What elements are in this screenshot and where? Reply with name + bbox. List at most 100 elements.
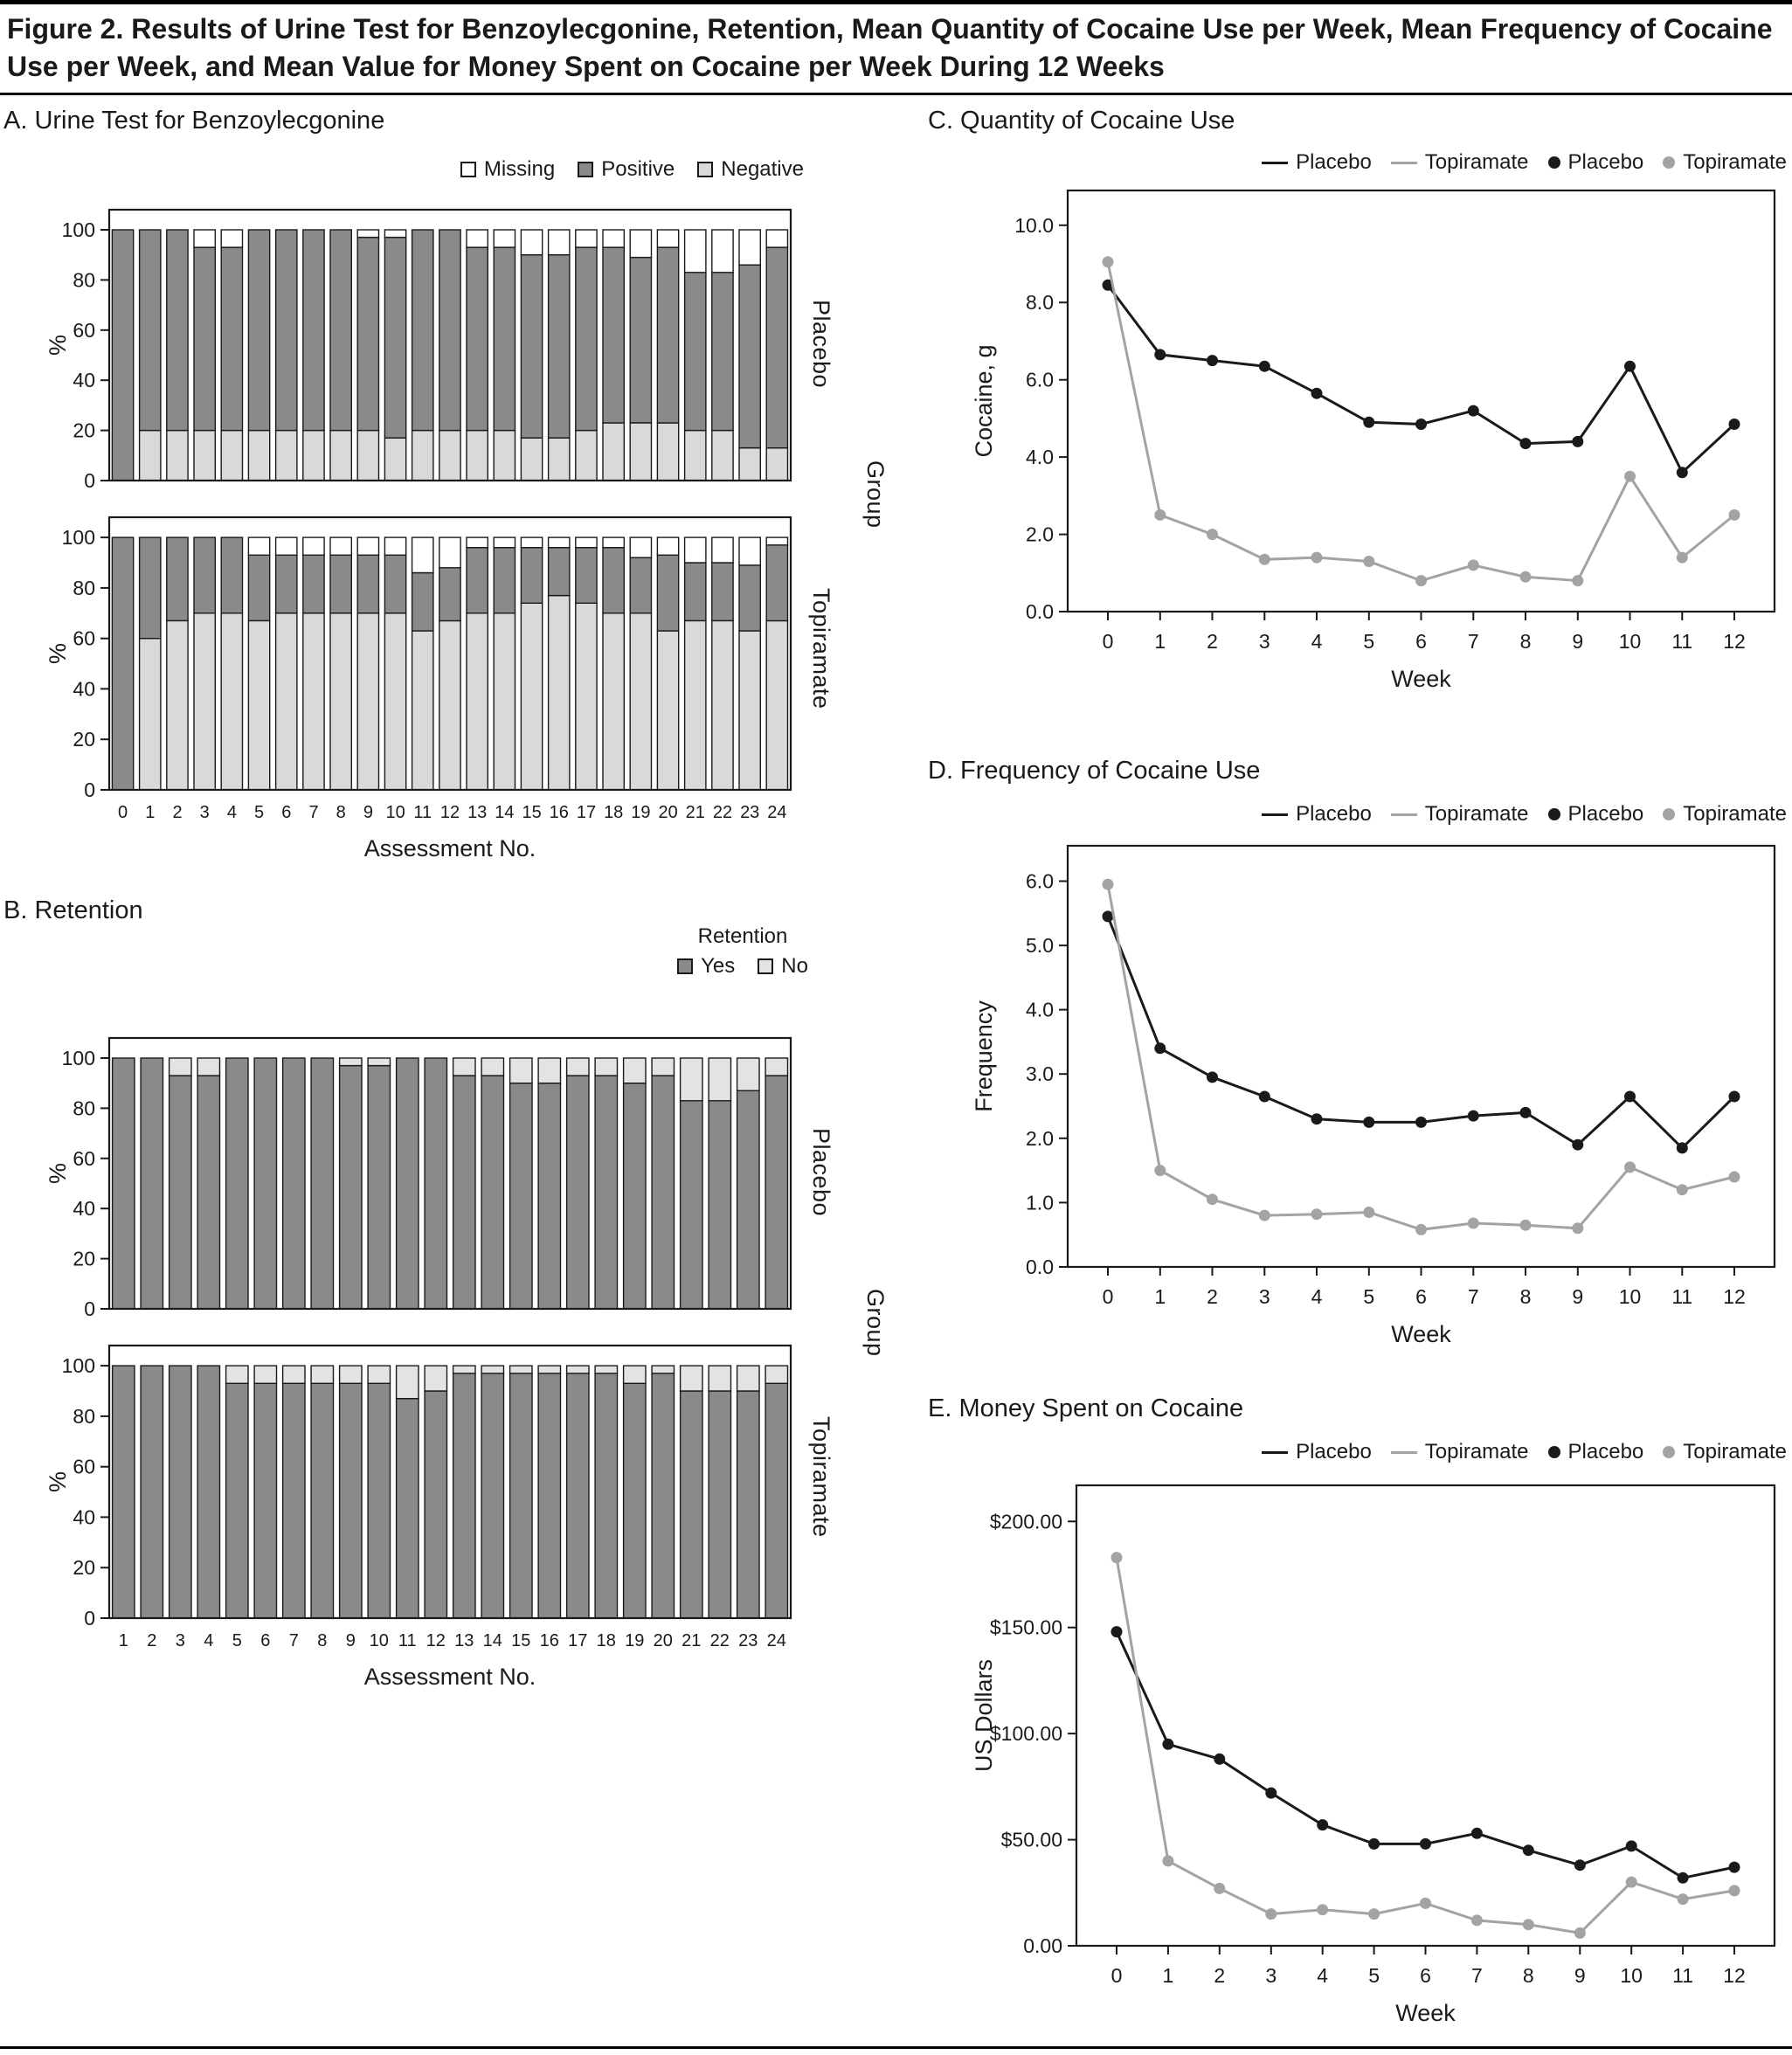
svg-text:Week: Week bbox=[1391, 1321, 1451, 1347]
svg-text:60: 60 bbox=[73, 1147, 95, 1170]
svg-text:8: 8 bbox=[1523, 1964, 1534, 1987]
svg-text:24: 24 bbox=[767, 1631, 786, 1650]
svg-text:5.0: 5.0 bbox=[1026, 934, 1054, 957]
svg-text:6.0: 6.0 bbox=[1026, 369, 1054, 391]
svg-text:2.0: 2.0 bbox=[1026, 523, 1054, 546]
svg-text:24: 24 bbox=[767, 803, 786, 822]
panel-b-legend: Yes No bbox=[612, 954, 874, 979]
panel-b-topiramate-label: Topiramate bbox=[808, 1416, 834, 1538]
negative-swatch-icon bbox=[697, 162, 714, 177]
svg-text:$100.00: $100.00 bbox=[990, 1722, 1062, 1745]
svg-text:4: 4 bbox=[1317, 1964, 1328, 1987]
svg-text:Assessment No.: Assessment No. bbox=[364, 835, 536, 861]
svg-text:0: 0 bbox=[84, 469, 95, 489]
panel-b-legend-title: Retention bbox=[697, 924, 788, 948]
svg-text:20: 20 bbox=[73, 1556, 95, 1579]
legend-label: Topiramate bbox=[1424, 802, 1529, 826]
legend-label: Placebo bbox=[1567, 802, 1644, 826]
placebo-line-swatch-icon bbox=[1262, 161, 1289, 164]
svg-text:12: 12 bbox=[426, 1631, 446, 1650]
svg-text:20: 20 bbox=[73, 728, 95, 751]
panel-e-legend: Placebo Topiramate Placebo Topiramate bbox=[1088, 1440, 1787, 1464]
svg-text:10: 10 bbox=[1620, 1964, 1643, 1987]
topiramate-dot-swatch-icon bbox=[1663, 156, 1676, 169]
legend-label-no: No bbox=[781, 954, 808, 978]
legend-label: Topiramate bbox=[1683, 150, 1787, 174]
title-underline-rule bbox=[0, 93, 1792, 95]
svg-text:100: 100 bbox=[62, 218, 95, 241]
svg-text:5: 5 bbox=[1368, 1964, 1380, 1987]
figure-title: Figure 2. Results of Urine Test for Benz… bbox=[7, 13, 1773, 82]
svg-text:1: 1 bbox=[1154, 630, 1166, 653]
svg-text:$150.00: $150.00 bbox=[990, 1616, 1062, 1639]
money-svg: 0.00 $50.00 $100.00 $150.00 $200.00 US Dollar… bbox=[971, 1484, 1776, 2026]
legend-label: Placebo bbox=[1567, 1440, 1644, 1463]
legend-label: Topiramate bbox=[1683, 1440, 1787, 1463]
legend-item-placebo-marker: Placebo bbox=[1547, 1440, 1644, 1464]
placebo-dot-swatch-icon bbox=[1547, 808, 1560, 820]
legend-item-topiramate-line: Topiramate bbox=[1390, 1440, 1529, 1464]
svg-text:9: 9 bbox=[363, 803, 373, 822]
svg-text:%: % bbox=[45, 643, 71, 664]
svg-text:7: 7 bbox=[1471, 1964, 1483, 1987]
legend-item-placebo-marker: Placebo bbox=[1547, 802, 1644, 827]
svg-text:23: 23 bbox=[738, 1631, 758, 1650]
svg-text:40: 40 bbox=[73, 1505, 95, 1528]
svg-text:4.0: 4.0 bbox=[1026, 999, 1054, 1021]
svg-text:15: 15 bbox=[511, 1631, 530, 1650]
svg-text:0: 0 bbox=[118, 803, 128, 822]
svg-text:11: 11 bbox=[1672, 1964, 1693, 1987]
svg-text:2: 2 bbox=[1207, 1285, 1218, 1308]
svg-text:Cocaine, g: Cocaine, g bbox=[971, 344, 997, 457]
svg-text:$50.00: $50.00 bbox=[1001, 1829, 1062, 1851]
placebo-dot-swatch-icon bbox=[1547, 156, 1560, 169]
svg-text:%: % bbox=[45, 335, 71, 356]
svg-text:11: 11 bbox=[1671, 630, 1692, 653]
svg-text:12: 12 bbox=[440, 803, 460, 822]
topiramate-line-swatch-icon bbox=[1390, 1450, 1417, 1454]
legend-label-negative: Negative bbox=[721, 157, 804, 181]
svg-text:15: 15 bbox=[522, 803, 541, 822]
topiramate-dot-swatch-icon bbox=[1663, 808, 1676, 820]
legend-label: Placebo bbox=[1567, 150, 1644, 174]
svg-text:20: 20 bbox=[658, 803, 677, 822]
svg-text:3: 3 bbox=[200, 803, 210, 822]
legend-item-placebo-line: Placebo bbox=[1262, 150, 1372, 175]
svg-text:9: 9 bbox=[1574, 1964, 1586, 1987]
svg-text:0.0: 0.0 bbox=[1026, 1256, 1054, 1278]
svg-text:5: 5 bbox=[232, 1631, 242, 1650]
positive-swatch-icon bbox=[578, 162, 594, 177]
legend-item-placebo-line: Placebo bbox=[1262, 802, 1372, 827]
svg-text:2: 2 bbox=[172, 803, 182, 822]
urine-topiramate-chart: 0 20 40 60 80 100% 0 1 2 3 4 5 6 7 8 9 10 11 12 13 14 15 16 17 1… bbox=[35, 491, 804, 867]
svg-text:100: 100 bbox=[62, 526, 95, 549]
svg-text:7: 7 bbox=[1468, 630, 1479, 653]
panel-c-heading: C. Quantity of Cocaine Use bbox=[928, 107, 1235, 135]
svg-text:3: 3 bbox=[1265, 1964, 1277, 1987]
panel-d-legend: Placebo Topiramate Placebo Topiramate bbox=[1088, 802, 1787, 827]
svg-text:40: 40 bbox=[73, 369, 95, 391]
svg-text:7: 7 bbox=[308, 803, 318, 822]
legend-item-topiramate-marker: Topiramate bbox=[1663, 150, 1787, 175]
svg-text:18: 18 bbox=[597, 1631, 616, 1650]
legend-item-no: No bbox=[758, 954, 808, 979]
svg-text:8: 8 bbox=[317, 1631, 327, 1650]
legend-item-negative: Negative bbox=[697, 157, 804, 182]
svg-text:3: 3 bbox=[1259, 630, 1270, 653]
svg-text:17: 17 bbox=[568, 1631, 587, 1650]
legend-label: Placebo bbox=[1296, 1440, 1372, 1463]
svg-text:18: 18 bbox=[604, 803, 623, 822]
svg-text:16: 16 bbox=[540, 1631, 559, 1650]
svg-text:1: 1 bbox=[145, 803, 155, 822]
svg-text:22: 22 bbox=[713, 803, 732, 822]
legend-item-placebo-line: Placebo bbox=[1262, 1440, 1372, 1464]
svg-text:100: 100 bbox=[62, 1354, 95, 1377]
svg-text:40: 40 bbox=[73, 677, 95, 700]
svg-text:2.0: 2.0 bbox=[1026, 1127, 1054, 1150]
panel-a-group-axis-label: Group bbox=[862, 460, 889, 529]
legend-item-placebo-marker: Placebo bbox=[1547, 150, 1644, 175]
legend-label: Placebo bbox=[1296, 802, 1372, 826]
